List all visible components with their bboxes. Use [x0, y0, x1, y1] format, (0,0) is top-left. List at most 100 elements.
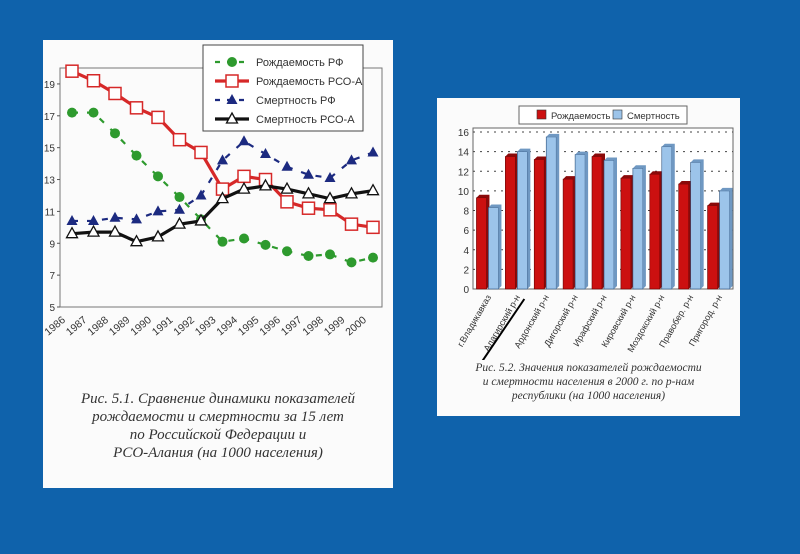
data-point [108, 86, 122, 101]
line-chart: 5791113151719198619871988198919901991199… [43, 44, 383, 338]
data-point [108, 224, 122, 237]
data-point [217, 236, 228, 247]
caption-line: Рис. 5.1. Сравнение динамики показателей [80, 391, 356, 407]
bar [661, 146, 673, 290]
data-point [110, 128, 120, 139]
legend-marker [225, 111, 239, 124]
x-tick-label: 1991 [150, 314, 176, 338]
y-tick-label: 6 [463, 226, 469, 237]
data-point [217, 154, 228, 165]
bar [678, 183, 689, 290]
data-point [109, 211, 121, 222]
bar-3d-side [604, 157, 617, 289]
y-tick-label: 7 [49, 271, 55, 282]
x-tick-label: 1989 [107, 314, 133, 338]
data-point [88, 214, 99, 225]
y-tick-label: 5 [49, 303, 55, 314]
bar-3d-side [517, 148, 531, 289]
x-tick-label: 1999 [322, 314, 348, 338]
data-point [325, 249, 335, 260]
data-point [239, 233, 249, 244]
data-point [281, 160, 293, 171]
data-point [258, 178, 273, 191]
caption-line: Рис. 5.2. Значения показателей рождаемос… [475, 362, 702, 374]
data-point [346, 257, 357, 268]
legend-marker [225, 74, 239, 88]
y-tick-label: 17 [44, 112, 56, 123]
data-point [260, 239, 271, 250]
x-tick-label: 1987 [64, 314, 90, 338]
data-point [366, 220, 380, 235]
legend-label: Рождаемость РСО-А [256, 76, 363, 88]
data-point [238, 135, 250, 146]
data-point [88, 107, 99, 118]
y-tick-label: 15 [44, 144, 56, 155]
data-point [131, 150, 142, 161]
data-point [260, 148, 271, 159]
bar [620, 177, 632, 290]
data-point [194, 213, 208, 226]
data-point [323, 191, 337, 204]
data-point [366, 183, 380, 196]
data-point [172, 132, 187, 147]
bar-3d-side [575, 151, 589, 289]
data-point [344, 217, 359, 231]
bar [690, 162, 701, 290]
x-tick-label: 1995 [236, 314, 262, 338]
legend-box [518, 105, 688, 125]
data-point [194, 145, 208, 160]
data-point [172, 216, 187, 229]
caption-line: РСО-Алания (на 1000 населения) [113, 445, 323, 461]
bar [649, 173, 661, 290]
data-point [153, 171, 163, 182]
data-point [280, 195, 294, 209]
legend-swatch [612, 109, 623, 120]
data-point [67, 107, 77, 118]
x-tick-label: 1986 [43, 314, 68, 338]
data-point [368, 252, 378, 263]
series-line [72, 139, 374, 223]
legend-label: Рождаемость РФ [256, 57, 343, 69]
x-tick-label: 2000 [343, 314, 369, 338]
bar-3d-side [690, 159, 704, 289]
data-point [237, 181, 251, 194]
bar [591, 156, 603, 290]
data-point [280, 181, 294, 194]
bar [603, 160, 615, 290]
y-tick-label: 11 [45, 207, 56, 218]
y-tick-label: 12 [458, 167, 470, 178]
data-point [174, 192, 185, 203]
bar [545, 136, 557, 290]
legend-label: Смертность РФ [256, 95, 336, 107]
bar [533, 159, 545, 290]
bar-3d-side [632, 165, 646, 289]
y-tick-label: 9 [49, 239, 55, 250]
legend-swatch [536, 109, 547, 120]
y-tick-label: 19 [44, 80, 56, 91]
bar-3d-side [546, 133, 560, 289]
data-point [346, 154, 357, 165]
y-tick-label: 16 [458, 128, 470, 139]
legend-marker [226, 94, 238, 104]
x-tick-label: 1996 [257, 314, 283, 338]
data-point [86, 224, 101, 237]
data-point [65, 64, 79, 78]
bar-3d-side [719, 187, 733, 289]
legend-label: Смертность [627, 111, 680, 122]
y-tick-label: 2 [463, 265, 469, 276]
data-point [174, 203, 185, 214]
bar [632, 168, 644, 290]
data-point [303, 251, 314, 262]
data-point [129, 101, 144, 115]
legend: Рождаемость Смертность [518, 105, 688, 125]
y-tick-label: 13 [44, 176, 56, 187]
caption-line: и смертности населения в 2000 г. по р-на… [482, 375, 695, 388]
caption-line: рождаемости и смертности за 15 лет [92, 409, 344, 425]
bar [562, 178, 574, 290]
legend: Рождаемость РФ Рождаемость РСО-А Смертност… [202, 44, 364, 132]
data-point [152, 205, 164, 216]
caption-line: по Российской Федерации и [129, 427, 307, 443]
bar [574, 154, 586, 290]
data-point [151, 229, 165, 242]
bar-3d-side [661, 143, 675, 289]
